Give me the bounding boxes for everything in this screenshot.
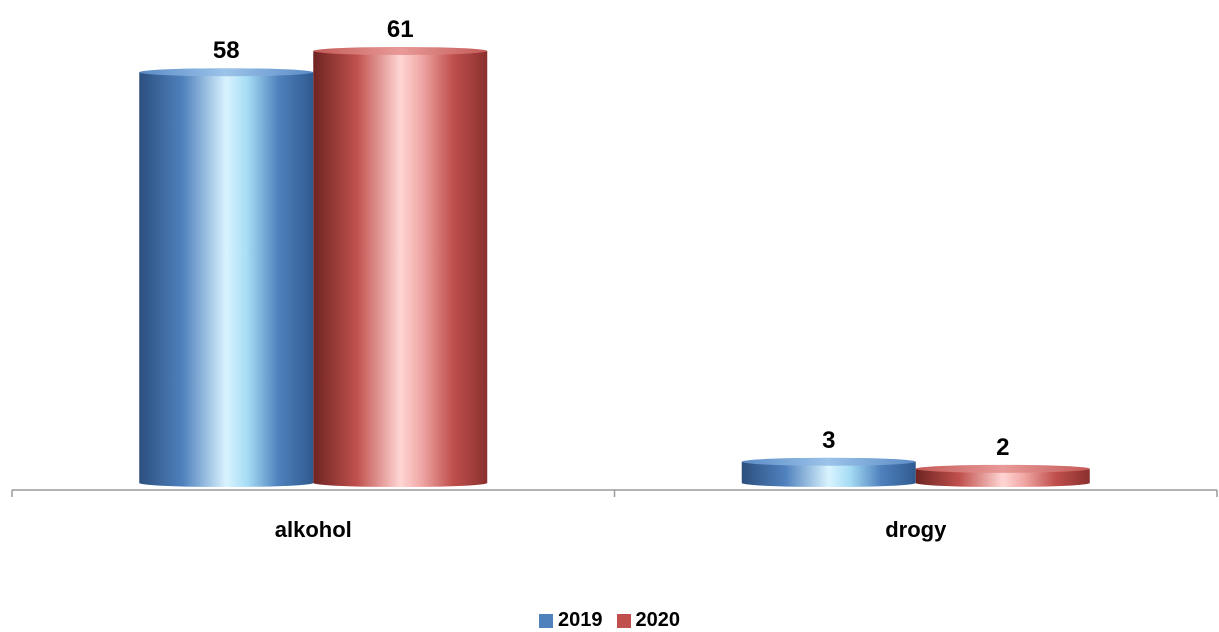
legend: 2019 2020 xyxy=(0,609,1219,632)
bar-2020-drogy xyxy=(915,464,1090,487)
labels-group: alkohol 58 61 drogy 3 2 xyxy=(213,16,1010,542)
bar-body xyxy=(741,461,916,487)
value-label-2019-drogy: 3 xyxy=(822,427,835,454)
value-label-2020-alkohol: 61 xyxy=(387,16,414,43)
category-label-alkohol: alkohol xyxy=(275,517,352,542)
bars-group xyxy=(139,47,1090,487)
legend-item-2019: 2019 xyxy=(539,609,603,632)
x-axis xyxy=(11,489,1218,497)
legend-item-2020: 2020 xyxy=(616,609,681,632)
legend-swatch xyxy=(539,613,553,628)
bar-body xyxy=(139,72,314,487)
value-label-2020-drogy: 2 xyxy=(996,434,1009,461)
bar-2019-drogy xyxy=(741,457,916,487)
bar-top xyxy=(313,47,488,55)
bar-top xyxy=(915,464,1090,473)
value-label-2019-alkohol: 58 xyxy=(213,37,240,64)
legend-swatch xyxy=(616,613,631,628)
bar-body xyxy=(313,51,488,487)
bar-top xyxy=(139,68,314,77)
bar-2019-alkohol xyxy=(139,68,314,487)
category-label-drogy: drogy xyxy=(885,517,947,542)
legend-label: 2020 xyxy=(635,609,681,631)
bar-top xyxy=(741,457,916,466)
legend-label: 2019 xyxy=(558,609,603,631)
bar-body xyxy=(915,468,1090,487)
bar-2020-alkohol xyxy=(313,47,488,487)
